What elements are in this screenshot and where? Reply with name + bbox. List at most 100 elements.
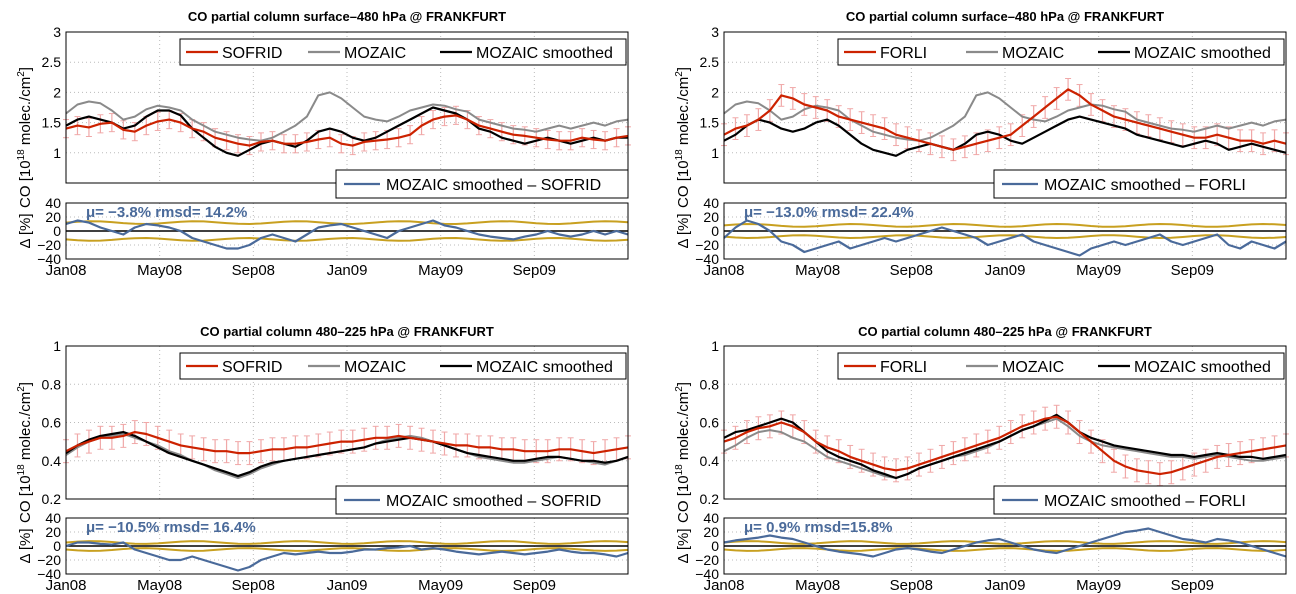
- error-bars: [721, 404, 1289, 487]
- stats-text: μ= 0.9% rmsd=15.8%: [744, 519, 892, 536]
- x-tick-label: Sep09: [1171, 577, 1214, 594]
- x-tick-label: Sep08: [890, 262, 933, 279]
- legend-label: MOZAIC smoothed: [476, 45, 613, 62]
- y-axis-label-part: CO [10: [675, 160, 692, 208]
- uncertainty-band-lower: [65, 547, 629, 552]
- chart-panel-1: CO partial column surface–480 hPa @ FRAN…: [16, 9, 631, 279]
- y-tick-label: 2.5: [42, 54, 62, 70]
- y-tick-label: 2.5: [700, 54, 720, 70]
- y-axis-label-part: CO [10: [17, 160, 34, 208]
- legend-label: MOZAIC: [344, 359, 406, 376]
- stats-text: μ= −13.0% rmsd= 22.4%: [744, 204, 914, 221]
- diff-y-tick-label: −20: [695, 552, 719, 568]
- difference-line: [65, 219, 629, 250]
- stats-text: μ= −10.5% rmsd= 16.4%: [86, 519, 256, 536]
- y-axis-label-part: molec./cm: [675, 77, 692, 150]
- difference-line: [65, 541, 629, 572]
- x-tick-label: Sep08: [890, 577, 933, 594]
- diff-legend-box: [335, 169, 629, 199]
- diff-legend-box: [993, 169, 1287, 199]
- diff-y-tick-label: −40: [37, 566, 61, 582]
- x-tick-label: May08: [137, 577, 182, 594]
- uncertainty-band-lower: [65, 236, 629, 242]
- diff-y-tick-label: −20: [695, 237, 719, 253]
- x-tick-label: Sep09: [513, 262, 556, 279]
- diff-legend-label: MOZAIC smoothed – FORLI: [1044, 177, 1246, 194]
- stats-text: μ= −3.8% rmsd= 14.2%: [86, 204, 247, 221]
- y-axis-label-part: 18: [674, 149, 685, 161]
- diff-legend-box: [335, 485, 629, 515]
- y-axis-label-part: molec./cm: [17, 392, 34, 465]
- x-tick-label: May09: [1076, 577, 1121, 594]
- x-tick-label: Jan08: [704, 577, 745, 594]
- x-tick-label: Jan08: [46, 262, 87, 279]
- y-axis-label: CO [1018 molec./cm2]: [16, 67, 34, 208]
- diff-y-tick-label: −20: [37, 237, 61, 253]
- x-tick-label: May08: [795, 577, 840, 594]
- y-tick-label: 0.4: [700, 453, 720, 469]
- series-line-mozaic-smoothed: [65, 106, 628, 157]
- y-tick-label: 0.6: [700, 415, 720, 431]
- diff-y-axis-label: Δ [%]: [675, 528, 692, 563]
- chart-panel-2: CO partial column surface–480 hPa @ FRAN…: [674, 9, 1289, 279]
- y-tick-label: 1.5: [700, 115, 720, 131]
- y-tick-label: 1: [711, 145, 719, 161]
- diff-y-tick-label: 40: [45, 195, 61, 211]
- diff-axes-frame: [65, 202, 629, 260]
- legend-label: MOZAIC smoothed: [1134, 359, 1271, 376]
- y-axis-label-part: ]: [675, 67, 692, 71]
- diff-axes-frame: [65, 517, 629, 575]
- uncertainty-band-lower: [723, 234, 1287, 240]
- diff-y-tick-label: 40: [45, 510, 61, 526]
- diff-legend-label: MOZAIC smoothed – SOFRID: [386, 493, 601, 510]
- legend-label: MOZAIC: [1002, 359, 1064, 376]
- y-axis-label-part: 2: [674, 71, 685, 77]
- legend-label: SOFRID: [222, 359, 282, 376]
- y-tick-label: 0.4: [42, 453, 62, 469]
- chart-panel-4: CO partial column 480–225 hPa @ FRANKFUR…: [674, 324, 1289, 594]
- y-axis-label-part: 18: [16, 149, 27, 161]
- x-tick-label: Jan09: [327, 577, 368, 594]
- y-tick-label: 1: [53, 338, 61, 354]
- diff-y-tick-label: 40: [703, 510, 719, 526]
- legend-box: [837, 352, 1285, 380]
- difference-line: [723, 527, 1287, 558]
- x-tick-label: Sep08: [232, 262, 275, 279]
- diff-y-tick-label: 20: [45, 524, 61, 540]
- series-line-sofrid: [65, 114, 629, 147]
- chart-title: CO partial column surface–480 hPa @ FRAN…: [188, 9, 506, 24]
- legend-label: SOFRID: [222, 45, 282, 62]
- x-tick-label: May08: [137, 262, 182, 279]
- uncertainty-band-upper: [723, 540, 1287, 545]
- diff-legend-box: [993, 485, 1287, 515]
- legend-label: FORLI: [880, 45, 927, 62]
- diff-y-tick-label: 0: [53, 223, 61, 239]
- x-tick-label: Jan09: [985, 577, 1026, 594]
- y-axis-label: CO [1018 molec./cm2]: [674, 67, 692, 208]
- y-tick-label: 0.2: [42, 491, 62, 507]
- diff-axes-frame: [723, 517, 1287, 575]
- legend-label: MOZAIC: [1002, 45, 1064, 62]
- diff-y-tick-label: 20: [45, 209, 61, 225]
- diff-legend-label: MOZAIC smoothed – FORLI: [1044, 493, 1246, 510]
- diff-y-tick-label: −20: [37, 552, 61, 568]
- y-tick-label: 3: [53, 24, 61, 40]
- diff-y-axis-label: Δ [%]: [17, 213, 34, 248]
- diff-axes-frame: [723, 202, 1287, 260]
- y-tick-label: 1.5: [42, 115, 62, 131]
- chart-title: CO partial column surface–480 hPa @ FRAN…: [846, 9, 1164, 24]
- diff-y-tick-label: 20: [703, 209, 719, 225]
- uncertainty-band-upper: [65, 540, 629, 545]
- diff-legend-label: MOZAIC smoothed – SOFRID: [386, 177, 601, 194]
- y-tick-label: 2: [711, 84, 719, 100]
- y-axis-label-part: ]: [675, 382, 692, 386]
- series-line-forli: [723, 88, 1287, 151]
- y-tick-label: 0.2: [700, 491, 720, 507]
- uncertainty-band-upper: [723, 222, 1287, 228]
- diff-y-tick-label: 0: [711, 223, 719, 239]
- y-tick-label: 0.8: [42, 376, 62, 392]
- x-tick-label: Jan08: [704, 262, 745, 279]
- legend-label: FORLI: [880, 359, 927, 376]
- y-tick-label: 1: [711, 338, 719, 354]
- diff-y-tick-label: 40: [703, 195, 719, 211]
